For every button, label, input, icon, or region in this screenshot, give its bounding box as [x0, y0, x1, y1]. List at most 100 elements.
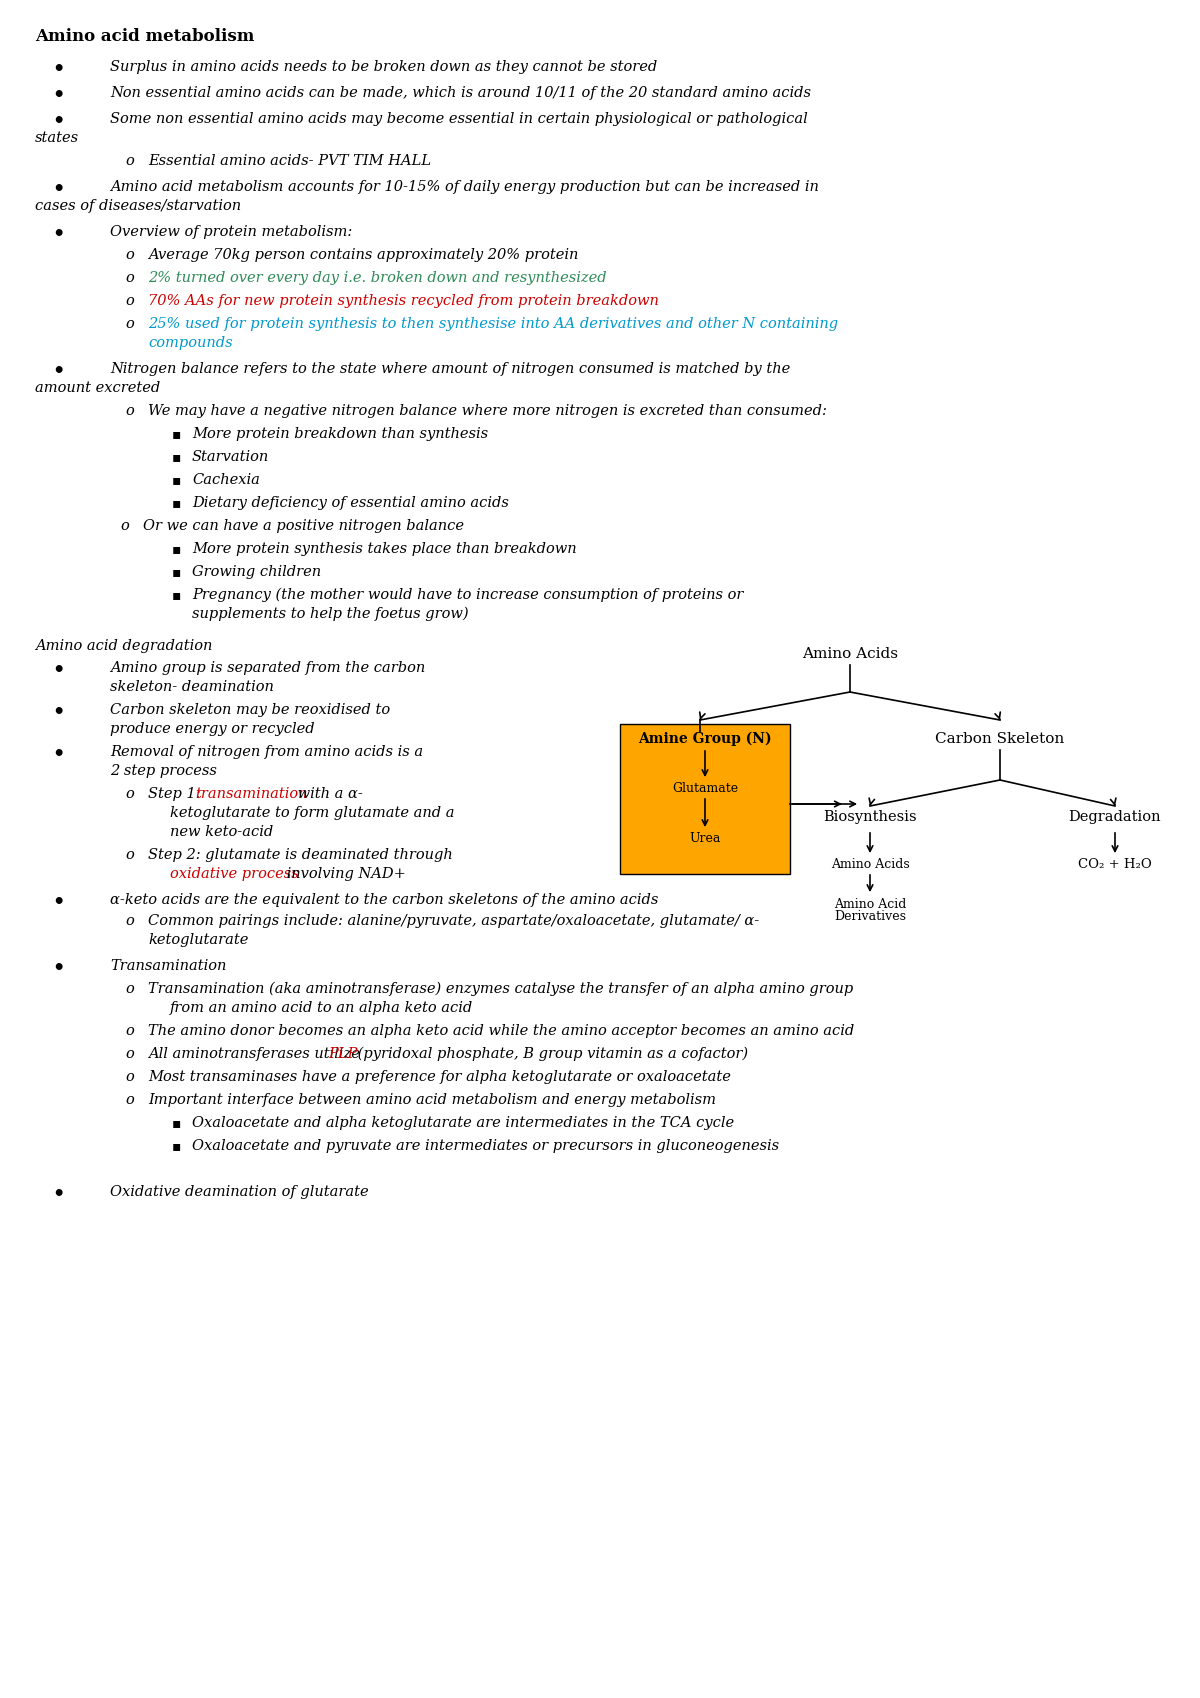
Text: •: •: [52, 112, 65, 131]
Text: Transamination: Transamination: [110, 959, 227, 973]
Text: CO₂ + H₂O: CO₂ + H₂O: [1078, 857, 1152, 871]
Text: ▪: ▪: [172, 588, 181, 603]
Text: o: o: [125, 404, 133, 418]
Text: 2 step process: 2 step process: [110, 764, 217, 778]
Text: •: •: [52, 745, 65, 762]
Text: 2% turned over every day i.e. broken down and resynthesized: 2% turned over every day i.e. broken dow…: [148, 272, 607, 285]
Text: ▪: ▪: [172, 1116, 181, 1129]
Text: o: o: [125, 847, 133, 863]
Text: ▪: ▪: [172, 426, 181, 441]
Text: Average 70kg person contains approximately 20% protein: Average 70kg person contains approximate…: [148, 248, 578, 261]
Text: Amino acid metabolism accounts for 10-15% of daily energy production but can be : Amino acid metabolism accounts for 10-15…: [110, 180, 818, 194]
Text: o: o: [120, 520, 128, 533]
Text: Non essential amino acids can be made, which is around 10/11 of the 20 standard : Non essential amino acids can be made, w…: [110, 87, 811, 100]
Text: Surplus in amino acids needs to be broken down as they cannot be stored: Surplus in amino acids needs to be broke…: [110, 59, 658, 75]
Text: ▪: ▪: [172, 542, 181, 555]
Text: o: o: [125, 914, 133, 929]
Text: Carbon Skeleton: Carbon Skeleton: [935, 732, 1064, 745]
Text: •: •: [52, 893, 65, 912]
Text: Amino acid metabolism: Amino acid metabolism: [35, 27, 254, 46]
Text: o: o: [125, 1024, 133, 1037]
Text: o: o: [125, 248, 133, 261]
Text: o: o: [125, 294, 133, 307]
Text: Urea: Urea: [689, 832, 721, 846]
Text: Step 2: glutamate is deaminated through: Step 2: glutamate is deaminated through: [148, 847, 452, 863]
Text: •: •: [52, 1185, 65, 1202]
Text: ▪: ▪: [172, 1139, 181, 1153]
Text: o: o: [125, 786, 133, 801]
Text: The amino donor becomes an alpha keto acid while the amino acceptor becomes an a: The amino donor becomes an alpha keto ac…: [148, 1024, 854, 1037]
Text: 70% AAs for new protein synthesis recycled from protein breakdown: 70% AAs for new protein synthesis recycl…: [148, 294, 659, 307]
Text: Step 1:: Step 1:: [148, 786, 205, 801]
Text: Dietary deficiency of essential amino acids: Dietary deficiency of essential amino ac…: [192, 496, 509, 509]
Text: o: o: [125, 155, 133, 168]
Text: Transamination (aka aminotransferase) enzymes catalyse the transfer of an alpha : Transamination (aka aminotransferase) en…: [148, 981, 853, 997]
Text: Common pairings include: alanine/pyruvate, aspartate/oxaloacetate, glutamate/ α-: Common pairings include: alanine/pyruvat…: [148, 914, 760, 929]
Text: o: o: [125, 1048, 133, 1061]
Text: ▪: ▪: [172, 496, 181, 509]
Text: from an amino acid to an alpha keto acid: from an amino acid to an alpha keto acid: [170, 1002, 473, 1015]
Text: Overview of protein metabolism:: Overview of protein metabolism:: [110, 226, 353, 239]
Text: (pyridoxal phosphate, B group vitamin as a cofactor): (pyridoxal phosphate, B group vitamin as…: [353, 1048, 748, 1061]
Text: supplements to help the foetus grow): supplements to help the foetus grow): [192, 606, 469, 621]
Text: Essential amino acids- PVT TIM HALL: Essential amino acids- PVT TIM HALL: [148, 155, 431, 168]
Text: o: o: [125, 318, 133, 331]
Text: Important interface between amino acid metabolism and energy metabolism: Important interface between amino acid m…: [148, 1094, 716, 1107]
Text: Or we can have a positive nitrogen balance: Or we can have a positive nitrogen balan…: [143, 520, 464, 533]
Text: Amine Group (N): Amine Group (N): [638, 732, 772, 747]
Text: Oxaloacetate and pyruvate are intermediates or precursors in gluconeogenesis: Oxaloacetate and pyruvate are intermedia…: [192, 1139, 779, 1153]
Text: Degradation: Degradation: [1069, 810, 1162, 824]
Text: produce energy or recycled: produce energy or recycled: [110, 722, 314, 735]
Text: states: states: [35, 131, 79, 144]
Bar: [620, 723, 790, 874]
Text: •: •: [52, 87, 65, 104]
Text: ▪: ▪: [172, 565, 181, 579]
Text: Oxaloacetate and alpha ketoglutarate are intermediates in the TCA cycle: Oxaloacetate and alpha ketoglutarate are…: [192, 1116, 734, 1129]
Text: •: •: [52, 661, 65, 679]
Text: o: o: [125, 1094, 133, 1107]
Text: ▪: ▪: [172, 450, 181, 464]
Text: We may have a negative nitrogen balance where more nitrogen is excreted than con: We may have a negative nitrogen balance …: [148, 404, 827, 418]
Text: o: o: [125, 1070, 133, 1083]
Text: •: •: [52, 226, 65, 243]
Text: Biosynthesis: Biosynthesis: [823, 810, 917, 824]
Text: new keto-acid: new keto-acid: [170, 825, 274, 839]
Text: Pregnancy (the mother would have to increase consumption of proteins or: Pregnancy (the mother would have to incr…: [192, 588, 743, 603]
Text: skeleton- deamination: skeleton- deamination: [110, 679, 274, 694]
Text: with a α-: with a α-: [293, 786, 362, 801]
Text: amount excreted: amount excreted: [35, 380, 161, 396]
Text: Amino Acid: Amino Acid: [834, 898, 906, 912]
Text: Nitrogen balance refers to the state where amount of nitrogen consumed is matche: Nitrogen balance refers to the state whe…: [110, 362, 791, 375]
Text: Glutamate: Glutamate: [672, 783, 738, 795]
Text: o: o: [125, 272, 133, 285]
Text: Removal of nitrogen from amino acids is a: Removal of nitrogen from amino acids is …: [110, 745, 424, 759]
Text: 25% used for protein synthesis to then synthesise into AA derivatives and other : 25% used for protein synthesis to then s…: [148, 318, 838, 331]
Text: Growing children: Growing children: [192, 565, 322, 579]
Text: involving NAD+: involving NAD+: [282, 868, 406, 881]
Text: α-keto acids are the equivalent to the carbon skeletons of the amino acids: α-keto acids are the equivalent to the c…: [110, 893, 659, 907]
Text: ▪: ▪: [172, 474, 181, 487]
Text: Most transaminases have a preference for alpha ketoglutarate or oxaloacetate: Most transaminases have a preference for…: [148, 1070, 731, 1083]
Text: oxidative process: oxidative process: [170, 868, 299, 881]
Text: cases of diseases/starvation: cases of diseases/starvation: [35, 199, 241, 212]
Text: More protein breakdown than synthesis: More protein breakdown than synthesis: [192, 426, 488, 441]
Text: ketoglutarate to form glutamate and a: ketoglutarate to form glutamate and a: [170, 807, 455, 820]
Text: o: o: [125, 981, 133, 997]
Text: •: •: [52, 59, 65, 78]
Text: Amino Acids: Amino Acids: [830, 857, 910, 871]
Text: ketoglutarate: ketoglutarate: [148, 932, 248, 947]
Text: Amino group is separated from the carbon: Amino group is separated from the carbon: [110, 661, 425, 676]
Text: Starvation: Starvation: [192, 450, 269, 464]
Text: compounds: compounds: [148, 336, 233, 350]
Text: All aminotransferases utilize: All aminotransferases utilize: [148, 1048, 365, 1061]
Text: More protein synthesis takes place than breakdown: More protein synthesis takes place than …: [192, 542, 577, 555]
Text: •: •: [52, 362, 65, 380]
Text: •: •: [52, 703, 65, 722]
Text: Amino acid degradation: Amino acid degradation: [35, 638, 212, 654]
Text: Derivatives: Derivatives: [834, 910, 906, 924]
Text: Amino Acids: Amino Acids: [802, 647, 898, 661]
Text: Some non essential amino acids may become essential in certain physiological or : Some non essential amino acids may becom…: [110, 112, 808, 126]
Text: transamination: transamination: [194, 786, 307, 801]
Text: PLP: PLP: [328, 1048, 358, 1061]
Text: Oxidative deamination of glutarate: Oxidative deamination of glutarate: [110, 1185, 368, 1199]
